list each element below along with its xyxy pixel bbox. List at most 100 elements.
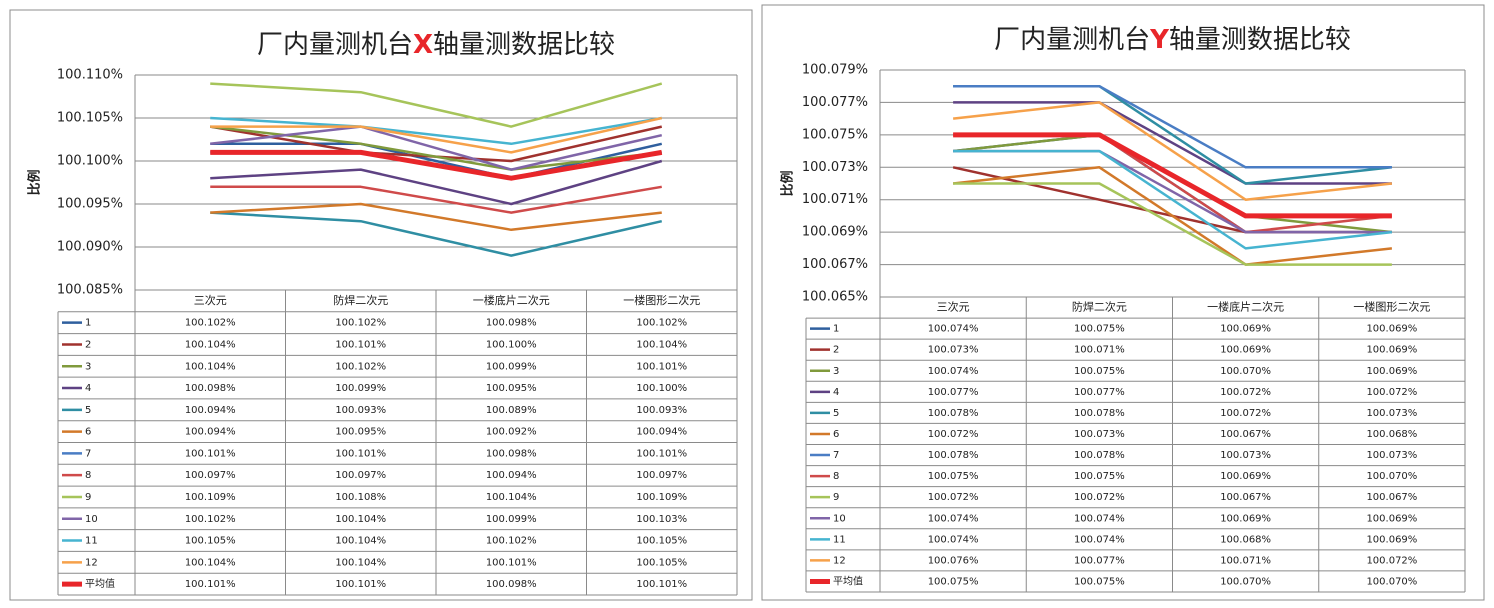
table-value: 100.076% <box>928 555 979 566</box>
table-value: 100.074% <box>928 534 979 545</box>
table-value: 100.070% <box>1366 471 1417 482</box>
table-value: 100.102% <box>636 318 687 329</box>
series-line <box>952 101 1393 201</box>
legend-label: 4 <box>833 387 839 398</box>
table-value: 100.069% <box>1366 513 1417 524</box>
series-line <box>210 185 662 214</box>
series-line <box>210 125 663 171</box>
table-value: 100.102% <box>335 361 386 372</box>
y-tick-label: 100.077% <box>802 95 868 110</box>
title-part: Y <box>1149 25 1170 55</box>
table-value: 100.073% <box>1220 450 1271 461</box>
table-value: 100.098% <box>486 448 537 459</box>
table-value: 100.092% <box>486 427 537 438</box>
table-value: 100.074% <box>928 513 979 524</box>
table-value: 100.071% <box>1220 555 1271 566</box>
table-value: 100.101% <box>185 448 236 459</box>
table-value: 100.093% <box>636 405 687 416</box>
table-value: 100.101% <box>335 448 386 459</box>
table-value: 100.069% <box>1366 366 1417 377</box>
table-value: 100.098% <box>486 579 537 590</box>
table-value: 100.101% <box>636 448 687 459</box>
table-value: 100.101% <box>486 557 537 568</box>
category-label: 一楼图形二次元 <box>1353 300 1430 314</box>
category-label: 防焊二次元 <box>1072 300 1127 314</box>
legend-label: 11 <box>85 536 98 547</box>
title-part: 轴量测数据比较 <box>433 30 615 60</box>
table-value: 100.078% <box>1074 408 1125 419</box>
table-value: 100.069% <box>1220 345 1271 356</box>
y-tick-label: 100.069% <box>802 225 868 240</box>
table-value: 100.077% <box>928 387 979 398</box>
table-value: 100.104% <box>185 361 236 372</box>
table-value: 100.072% <box>1074 492 1125 503</box>
series-line <box>210 211 663 257</box>
table-value: 100.105% <box>636 557 687 568</box>
title-part: 厂内量测机台 <box>994 25 1150 55</box>
table-value: 100.073% <box>1366 450 1417 461</box>
table-value: 100.100% <box>486 339 537 350</box>
y-tick-label: 100.071% <box>802 192 868 207</box>
y-tick-label: 100.075% <box>802 127 868 142</box>
legend-label: 12 <box>85 557 98 568</box>
series-line <box>953 149 1393 250</box>
series-line <box>952 166 1393 266</box>
category-label: 一楼底片二次元 <box>1207 300 1284 314</box>
table-value: 100.072% <box>1220 387 1271 398</box>
y-tick-label: 100.100% <box>57 154 123 169</box>
y-tick-label: 100.110% <box>57 68 123 83</box>
table-value: 100.070% <box>1220 366 1271 377</box>
table-value: 100.095% <box>335 427 386 438</box>
legend-label: 7 <box>833 450 839 461</box>
table-value: 100.104% <box>185 339 236 350</box>
table-value: 100.097% <box>335 470 386 481</box>
table-value: 100.074% <box>928 366 979 377</box>
table-value: 100.074% <box>928 324 979 335</box>
table-value: 100.074% <box>1074 513 1125 524</box>
y-tick-label: 100.090% <box>57 240 123 255</box>
table-value: 100.072% <box>1220 408 1271 419</box>
category-label: 三次元 <box>194 293 227 307</box>
table-value: 100.108% <box>335 492 386 503</box>
table-value: 100.094% <box>486 470 537 481</box>
legend-label: 11 <box>833 534 846 545</box>
table-value: 100.098% <box>185 383 236 394</box>
table-value: 100.070% <box>1220 576 1271 587</box>
table-value: 100.095% <box>486 383 537 394</box>
category-label: 防焊二次元 <box>333 293 388 307</box>
y-tick-label: 100.105% <box>57 111 123 126</box>
table-value: 100.097% <box>185 470 236 481</box>
series-line <box>953 132 1392 219</box>
table-value: 100.073% <box>1366 408 1417 419</box>
table-value: 100.069% <box>1366 324 1417 335</box>
panel-frame <box>9 9 753 601</box>
panel-frame <box>761 4 1485 601</box>
series-line <box>210 159 663 206</box>
legend-label: 2 <box>833 345 839 356</box>
table-value: 100.103% <box>636 514 687 525</box>
legend-label: 8 <box>833 471 839 482</box>
y-axis-label: 比例 <box>27 169 43 195</box>
table-value: 100.100% <box>636 383 687 394</box>
legend-label: 1 <box>85 318 91 329</box>
table-value: 100.068% <box>1220 534 1271 545</box>
table-value: 100.102% <box>185 318 236 329</box>
category-label: 三次元 <box>937 300 970 314</box>
category-label: 一楼图形二次元 <box>623 293 700 307</box>
y-tick-label: 100.095% <box>57 197 123 212</box>
table-value: 100.105% <box>636 536 687 547</box>
series-line <box>953 84 1392 169</box>
y-tick-label: 100.079% <box>802 63 868 78</box>
table-value: 100.094% <box>636 427 687 438</box>
table-value: 100.075% <box>1074 576 1125 587</box>
table-value: 100.089% <box>486 405 537 416</box>
table-value: 100.075% <box>928 471 979 482</box>
table-value: 100.069% <box>1220 324 1271 335</box>
table-value: 100.093% <box>335 405 386 416</box>
table-value: 100.072% <box>928 429 979 440</box>
table-value: 100.077% <box>1074 555 1125 566</box>
legend-label: 6 <box>85 427 91 438</box>
legend-label: 12 <box>833 555 846 566</box>
title-part: 轴量测数据比较 <box>1169 25 1351 55</box>
table-value: 100.078% <box>928 408 979 419</box>
